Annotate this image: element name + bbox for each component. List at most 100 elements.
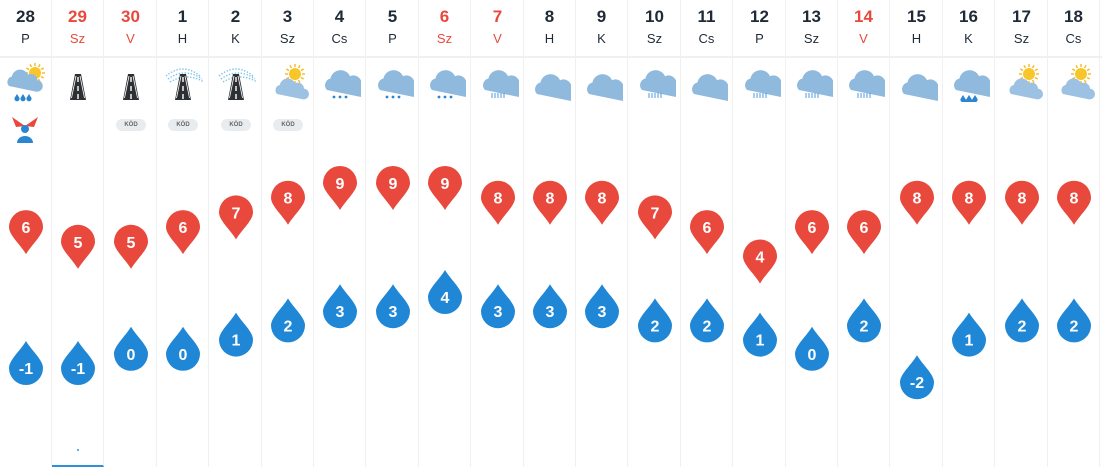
weekday-label: Cs	[1065, 31, 1082, 46]
road-frost-icon	[165, 68, 204, 100]
max-temp-pin	[114, 224, 148, 269]
min-temp-drop	[323, 284, 357, 329]
day-column[interactable]: 6 Sz 9 4	[419, 0, 471, 467]
min-temp-drop	[847, 298, 881, 343]
day-column[interactable]: 15 H 8 -2	[891, 0, 943, 467]
day-column[interactable]: 30 V KÖD 5 0	[105, 0, 157, 467]
day-column[interactable]: 28 P 6 -1	[0, 0, 52, 467]
day-column[interactable]: 1 H KÖD 6 0	[157, 0, 209, 467]
max-temp-pin	[900, 180, 934, 225]
day-column[interactable]: 7 V 8 3	[472, 0, 524, 467]
min-temp-label: 2	[703, 318, 712, 335]
day-column[interactable]: 12 P 4 1	[734, 0, 786, 467]
max-temp-pin	[271, 180, 305, 225]
cloud-drizzle-icon	[797, 70, 833, 98]
min-temp-label: 3	[494, 304, 503, 321]
min-temp-label: 1	[756, 333, 765, 350]
cloud-light-rain-icon	[378, 70, 414, 99]
day-number: 5	[387, 7, 398, 26]
day-number: 29	[68, 7, 87, 26]
day-column[interactable]: 5 P 9 3	[367, 0, 419, 467]
day-column[interactable]: 29 Sz 5 -1	[52, 0, 104, 467]
day-column[interactable]: 10 Sz 7 2	[629, 0, 681, 467]
max-temp-pin	[376, 166, 410, 210]
max-temp-pin	[585, 180, 619, 225]
max-temp-label: 5	[127, 235, 136, 252]
fog-badge: KÖD	[273, 119, 303, 131]
day-number: 4	[334, 7, 345, 26]
min-temp-drop	[585, 284, 619, 329]
weekday-label: Sz	[1013, 31, 1030, 46]
cloud-icon	[587, 74, 623, 101]
min-temp-label: 2	[860, 318, 869, 335]
max-temp-label: 8	[546, 191, 555, 208]
min-temp-drop	[428, 270, 462, 314]
day-column[interactable]: 17 Sz 8 2	[996, 0, 1048, 467]
max-temp-pin	[219, 195, 253, 240]
day-column[interactable]: 14 V 6 2	[838, 0, 890, 467]
day-column[interactable]: 9 K 8 3	[576, 0, 628, 467]
max-temp-label: 4	[756, 250, 765, 267]
day-column[interactable]: 2 K KÖD 7 1	[210, 0, 262, 467]
max-temp-pin	[323, 166, 357, 210]
weekday-label: Sz	[69, 31, 86, 46]
max-temp-label: 7	[232, 205, 241, 222]
min-temp-drop	[533, 284, 567, 329]
day-column[interactable]: 3 Sz KÖD 8 2	[262, 0, 314, 467]
min-temp-drop	[795, 326, 829, 371]
max-temp-label: 6	[703, 220, 712, 237]
day-number: 30	[121, 7, 140, 26]
min-temp-drop	[743, 312, 777, 357]
min-temp-drop	[952, 312, 986, 357]
max-temp-label: 6	[179, 220, 188, 237]
max-temp-pin	[166, 210, 200, 255]
day-number: 2	[230, 7, 241, 26]
max-temp-label: 8	[913, 191, 922, 208]
min-temp-drop	[900, 355, 934, 400]
min-temp-label: -1	[71, 361, 85, 378]
day-number: 7	[492, 7, 503, 26]
min-temp-drop	[376, 284, 410, 329]
day-number: 13	[802, 7, 821, 26]
day-number: 10	[645, 7, 664, 26]
day-column[interactable]: 8 H 8 3	[524, 0, 576, 467]
weekday-label: H	[911, 31, 922, 46]
weekday-label: P	[388, 31, 397, 46]
weekday-label: V	[493, 31, 502, 46]
max-temp-label: 7	[651, 205, 660, 222]
weekday-label: K	[964, 31, 973, 46]
weekday-label: V	[126, 31, 135, 46]
min-temp-label: 1	[965, 333, 974, 350]
day-number: 18	[1064, 7, 1083, 26]
day-column[interactable]: 18 Cs 8 2	[1048, 0, 1100, 467]
day-number: 11	[697, 7, 716, 26]
max-temp-pin	[61, 224, 95, 269]
weekday-label: Sz	[436, 31, 453, 46]
weekday-label: K	[597, 31, 606, 46]
min-temp-label: 1	[232, 333, 241, 350]
max-temp-pin	[1005, 180, 1039, 225]
sun-cloud-icon	[1009, 64, 1043, 100]
min-temp-drop	[638, 298, 672, 343]
fog-badge: KÖD	[116, 119, 146, 131]
weekday-label: Cs	[698, 31, 715, 46]
day-column[interactable]: 11 Cs 6 2	[681, 0, 733, 467]
min-temp-label: 0	[127, 347, 136, 364]
day-column[interactable]: 4 Cs 9 3	[314, 0, 366, 467]
day-number: 9	[596, 7, 607, 26]
max-temp-pin	[428, 166, 462, 210]
max-temp-label: 8	[1018, 191, 1027, 208]
min-temp-drop	[61, 341, 95, 385]
max-temp-pin	[952, 180, 986, 225]
day-column[interactable]: 13 Sz 6 0	[786, 0, 838, 467]
day-number: 16	[959, 7, 978, 26]
min-temp-label: 3	[389, 304, 398, 321]
max-temp-label: 8	[284, 191, 293, 208]
min-temp-drop	[690, 298, 724, 343]
day-column[interactable]: 16 K 8 1	[943, 0, 995, 467]
min-temp-label: 2	[651, 318, 660, 335]
fog-badge: KÖD	[221, 119, 251, 131]
road-icon	[123, 74, 139, 100]
min-temp-label: 3	[336, 304, 345, 321]
